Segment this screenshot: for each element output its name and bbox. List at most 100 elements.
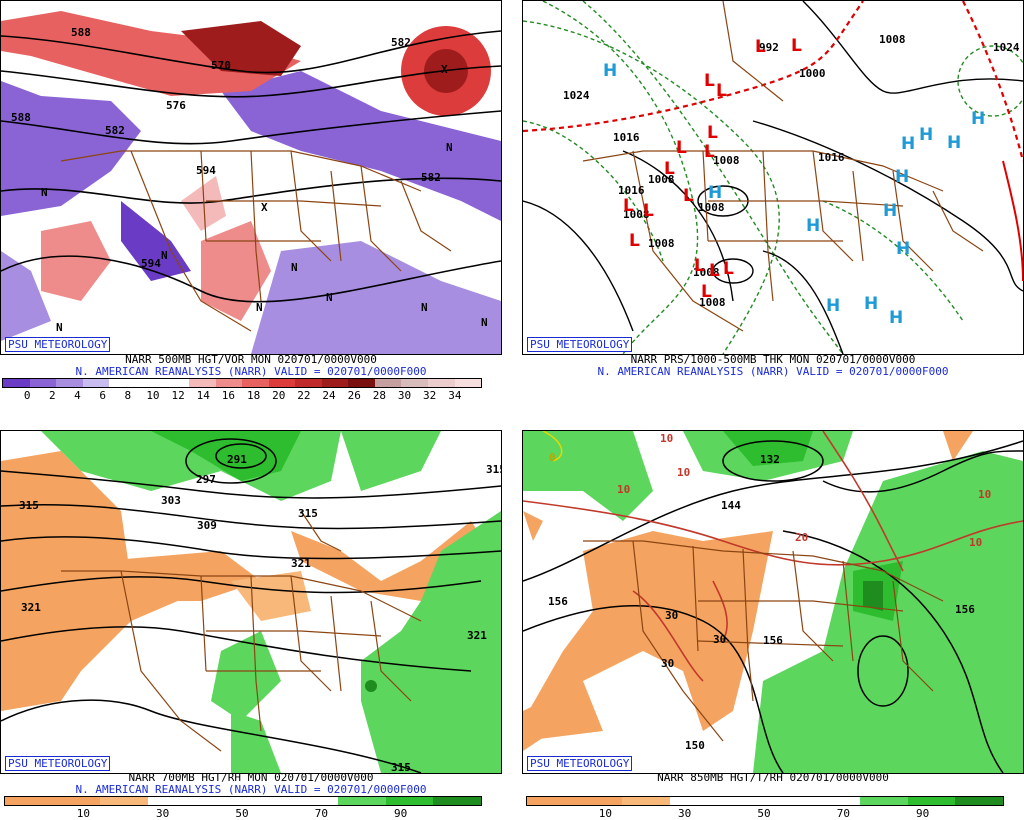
colorbar-tick-label: 24 bbox=[322, 389, 336, 402]
isobar-label: 1008 bbox=[648, 173, 675, 186]
high-pressure-marker: H bbox=[919, 125, 934, 145]
isobar-label: 1000 bbox=[799, 67, 826, 80]
colorbar-tick-label: 10 bbox=[146, 389, 160, 402]
panel-500mb-vorticity: PSU METEOROLOGY 588 582 576 570 582 594 … bbox=[0, 0, 502, 405]
high-pressure-marker: H bbox=[806, 216, 821, 236]
colorbar-swatch bbox=[907, 797, 956, 805]
colorbar-swatch bbox=[195, 797, 243, 805]
vorticity-center-mark: N bbox=[161, 249, 168, 262]
low-pressure-marker: L bbox=[623, 196, 634, 216]
low-pressure-marker: L bbox=[707, 123, 718, 143]
temperature-label: 10 bbox=[677, 466, 691, 479]
colorbar-swatch bbox=[428, 379, 455, 387]
contour-label: 303 bbox=[161, 494, 181, 507]
colorbar-swatch bbox=[3, 379, 30, 387]
colorbar-swatch bbox=[242, 797, 291, 805]
low-pressure-marker: L bbox=[704, 71, 715, 91]
colorbar-swatch bbox=[100, 797, 148, 805]
vorticity-center-mark: N bbox=[481, 316, 488, 329]
colorbar-swatch bbox=[401, 379, 428, 387]
colorbar-swatch bbox=[374, 379, 402, 387]
isobar-label: 1016 bbox=[818, 151, 845, 164]
psu-logo: PSU METEOROLOGY bbox=[5, 756, 111, 771]
colorbar-tick-label: 14 bbox=[196, 389, 210, 402]
panel-title: NARR 850MB HGT/T/RH 020701/0000V000 bbox=[657, 771, 889, 784]
colorbar bbox=[4, 796, 482, 806]
contour-label: 321 bbox=[21, 601, 41, 614]
colorbar-tick-label: 70 bbox=[836, 807, 850, 820]
colorbar-tick-label: 10 bbox=[598, 807, 612, 820]
map-pressure-thickness: PSU METEOROLOGY 1024 1016 1008 1008 1016… bbox=[522, 0, 1024, 355]
colorbar-tick-label: 30 bbox=[678, 807, 692, 820]
panel-850mb-temp-rh: PSU METEOROLOGY 132 144 156 156 150 156 … bbox=[522, 430, 1024, 820]
colorbar-tick-label: 90 bbox=[394, 807, 408, 820]
map-graphic bbox=[1, 11, 501, 354]
contour-label: 309 bbox=[197, 519, 217, 532]
temperature-label: 10 bbox=[978, 488, 992, 501]
colorbar-swatch bbox=[574, 797, 623, 805]
contour-label: 315 bbox=[19, 499, 39, 512]
temperature-label: 20 bbox=[795, 531, 809, 544]
isobar-label: 1016 bbox=[618, 184, 645, 197]
panel-pressure-thickness: PSU METEOROLOGY 1024 1016 1008 1008 1016… bbox=[522, 0, 1024, 405]
panel-title: NARR PRS/1000-500MB THK MON 020701/0000V… bbox=[630, 353, 916, 366]
contour-label: 297 bbox=[196, 473, 216, 486]
contour-label: 291 bbox=[227, 453, 247, 466]
colorbar bbox=[2, 378, 482, 388]
high-pressure-marker: H bbox=[896, 239, 911, 259]
high-pressure-marker: H bbox=[883, 201, 898, 221]
isobar-label: 1008 bbox=[879, 33, 906, 46]
temperature-label: 0 bbox=[549, 451, 556, 464]
colorbar-ticks: 10 30 50 70 90 bbox=[526, 807, 1002, 820]
high-pressure-marker: H bbox=[889, 308, 904, 328]
map-850mb-temp-rh: PSU METEOROLOGY 132 144 156 156 150 156 … bbox=[522, 430, 1024, 774]
high-pressure-marker: H bbox=[708, 183, 723, 203]
colorbar bbox=[526, 796, 1004, 806]
colorbar-tick-label: 10 bbox=[76, 807, 90, 820]
colorbar-tick-label: 18 bbox=[246, 389, 261, 402]
colorbar-swatch bbox=[56, 379, 83, 387]
isobar-label: 1008 bbox=[713, 154, 740, 167]
colorbar-tick-label: 26 bbox=[347, 389, 361, 402]
psu-logo: PSU METEOROLOGY bbox=[527, 756, 633, 771]
isobar-label: 1008 bbox=[693, 266, 720, 279]
isobar-label: 992 bbox=[759, 41, 779, 54]
contour-label: 144 bbox=[721, 499, 741, 512]
colorbar-swatch bbox=[188, 379, 216, 387]
isobar-label: 1016 bbox=[613, 131, 640, 144]
high-pressure-marker: H bbox=[864, 294, 879, 314]
colorbar-swatch bbox=[717, 797, 765, 805]
low-pressure-marker: L bbox=[791, 36, 802, 56]
colorbar-swatch bbox=[622, 797, 670, 805]
colorbar-swatch bbox=[385, 797, 434, 805]
colorbar-swatch bbox=[295, 379, 322, 387]
high-pressure-marker: H bbox=[826, 296, 841, 316]
isobar-label: 1008 bbox=[648, 237, 675, 250]
panel-subtitle: N. AMERICAN REANALYSIS (NARR) VALID = 02… bbox=[75, 365, 427, 378]
contour-label: 582 bbox=[421, 171, 441, 184]
colorbar-tick-label: 70 bbox=[314, 807, 328, 820]
panel-title: NARR 500MB HGT/VOR MON 020701/0000V000 bbox=[125, 353, 377, 366]
colorbar-tick-label: 30 bbox=[397, 389, 412, 402]
high-pressure-marker: H bbox=[603, 61, 618, 81]
colorbar-swatch bbox=[242, 379, 269, 387]
colorbar-tick-label: 2 bbox=[49, 389, 56, 402]
colorbar-tick-label: 4 bbox=[74, 389, 81, 402]
temperature-label: 10 bbox=[660, 432, 674, 445]
colorbar-swatch bbox=[348, 379, 375, 387]
temperature-label: 30 bbox=[713, 633, 727, 646]
vorticity-center-mark: N bbox=[41, 186, 48, 199]
vorticity-center-mark: N bbox=[256, 301, 263, 314]
colorbar-swatch bbox=[268, 379, 296, 387]
colorbar-tick-label: 16 bbox=[221, 389, 236, 402]
high-pressure-marker: H bbox=[947, 133, 962, 153]
contour-label: 582 bbox=[391, 36, 411, 49]
contour-label: 315 bbox=[391, 761, 411, 774]
colorbar-tick-label: 8 bbox=[124, 389, 132, 402]
panel-title: NARR 700MB HGT/RH MON 020701/0000V000 bbox=[128, 771, 374, 784]
contour-label: 570 bbox=[211, 59, 231, 72]
colorbar-swatch bbox=[5, 797, 53, 805]
colorbar-tick-label: 50 bbox=[757, 807, 771, 820]
low-pressure-marker: L bbox=[676, 138, 687, 158]
isobar-label: 1008 bbox=[623, 208, 650, 221]
